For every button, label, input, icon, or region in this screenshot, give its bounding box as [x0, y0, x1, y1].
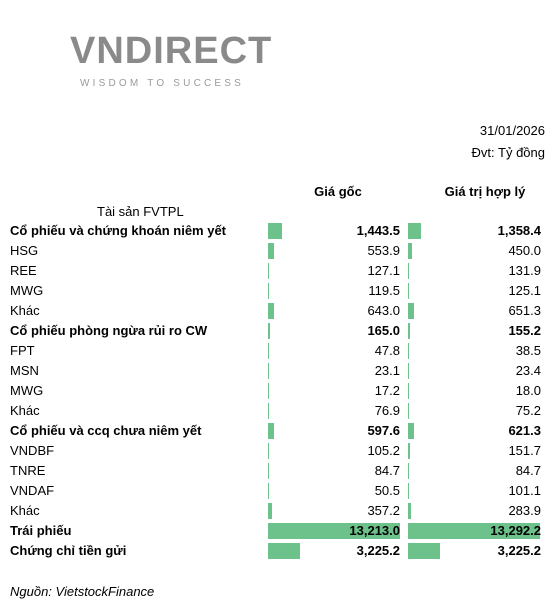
cell-value: 13,213.0 [349, 523, 400, 538]
row-label: Khác [10, 403, 40, 418]
data-bar [268, 543, 301, 559]
row-label: Trái phiếu [10, 523, 72, 538]
data-bar [408, 463, 409, 479]
cell-value: 3,225.2 [356, 543, 400, 558]
cell-value: 450.0 [508, 243, 541, 258]
row-label: Khác [10, 503, 40, 518]
data-bar [408, 323, 410, 339]
cell-value: 131.9 [508, 263, 541, 278]
cell-value: 155.2 [508, 323, 541, 338]
cell-value: 151.7 [508, 443, 541, 458]
unit: Đvt: Tỷ đồng [471, 145, 545, 160]
row-label: Khác [10, 303, 40, 318]
cell-value: 47.8 [374, 343, 400, 358]
cell-value: 23.1 [374, 363, 400, 378]
row-label: Cổ phiếu và chứng khoán niêm yết [10, 223, 227, 238]
cell-value: 165.0 [367, 323, 400, 338]
data-bar [408, 483, 409, 499]
row-label: HSG [10, 243, 39, 258]
cell-value: 621.3 [508, 423, 541, 438]
column-header: Giá trị hợp lý [444, 184, 526, 199]
data-bar [268, 403, 269, 419]
row-label: Chứng chỉ tiền gửi [10, 543, 127, 558]
data-bar [408, 343, 409, 359]
cell-value: 101.1 [508, 483, 541, 498]
data-bar [268, 463, 269, 479]
row-label: REE [10, 263, 37, 278]
cell-value: 84.7 [374, 463, 400, 478]
cell-value: 75.2 [515, 403, 541, 418]
cell-value: 13,292.2 [490, 523, 541, 538]
cell-value: 50.5 [374, 483, 400, 498]
row-label: MWG [10, 283, 44, 298]
data-bar [408, 543, 441, 559]
data-bar [268, 503, 272, 519]
data-bar [268, 363, 269, 379]
cell-value: 3,225.2 [497, 543, 541, 558]
cell-value: 357.2 [367, 503, 400, 518]
data-bar [408, 363, 409, 379]
data-bar [268, 283, 270, 299]
row-label: Cổ phiếu và ccq chưa niêm yết [10, 423, 202, 438]
data-bar [408, 303, 415, 319]
row-label: MWG [10, 383, 44, 398]
data-bar [268, 383, 269, 399]
cell-value: 283.9 [508, 503, 541, 518]
cell-value: 18.0 [515, 383, 541, 398]
row-label: VNDBF [10, 443, 55, 458]
data-bar [268, 483, 269, 499]
data-bar [408, 263, 410, 279]
data-bar [268, 423, 274, 439]
cell-value: 38.5 [515, 343, 541, 358]
cell-value: 651.3 [508, 303, 541, 318]
data-bar [268, 523, 400, 539]
data-bar [408, 403, 409, 419]
tagline: WISDOM TO SUCCESS [80, 78, 245, 89]
row-header: Tài sản FVTPL [97, 204, 184, 219]
cell-value: 105.2 [367, 443, 400, 458]
data-bar [408, 383, 409, 399]
cell-value: 127.1 [367, 263, 400, 278]
data-bar [268, 343, 269, 359]
data-bar [268, 223, 283, 239]
column-header: Giá gốc [314, 184, 362, 199]
data-bar [408, 523, 540, 539]
row-label: Cổ phiếu phòng ngừa rủi ro CW [10, 323, 208, 338]
data-bar [408, 503, 411, 519]
row-label: FPT [10, 343, 35, 358]
data-bar [268, 303, 275, 319]
cell-value: 76.9 [374, 403, 400, 418]
row-label: MSN [10, 363, 39, 378]
cell-value: 23.4 [515, 363, 541, 378]
logo: VNDIRECT [70, 30, 273, 72]
data-bar [268, 263, 270, 279]
source: Nguồn: VietstockFinance [10, 584, 155, 599]
data-bar [268, 443, 270, 459]
cell-value: 17.2 [374, 383, 400, 398]
cell-value: 125.1 [508, 283, 541, 298]
data-bar [408, 283, 410, 299]
cell-value: 643.0 [367, 303, 400, 318]
row-label: TNRE [10, 463, 46, 478]
row-label: VNDAF [10, 483, 55, 498]
cell-value: 119.5 [368, 283, 400, 298]
data-bar [408, 223, 422, 239]
cell-value: 1,358.4 [497, 223, 541, 238]
cell-value: 1,443.5 [356, 223, 400, 238]
data-bar [268, 243, 274, 259]
date: 31/01/2026 [479, 123, 545, 138]
data-bar [268, 323, 270, 339]
cell-value: 84.7 [515, 463, 541, 478]
data-bar [408, 443, 410, 459]
cell-value: 553.9 [367, 243, 400, 258]
data-bar [408, 243, 413, 259]
data-bar [408, 423, 415, 439]
cell-value: 597.6 [367, 423, 400, 438]
